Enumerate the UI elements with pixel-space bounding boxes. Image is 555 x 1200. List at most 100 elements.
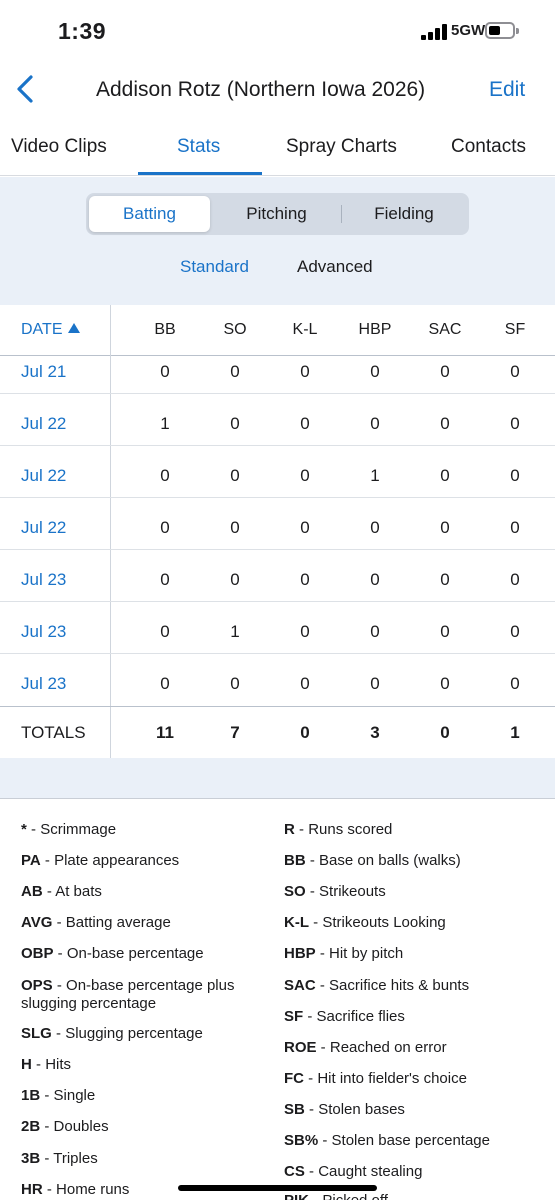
table-cell: 0 (510, 414, 520, 433)
table-cell: 0 (160, 622, 170, 641)
glossary-item: SO - Strikeouts (284, 883, 386, 900)
glossary-item: PA - Plate appearances (21, 852, 180, 869)
table-row: Jul 22 1 0 0 0 0 0 (0, 394, 555, 446)
glossary-item: R - Runs scored (284, 821, 393, 838)
tab-stats[interactable]: Stats (177, 136, 221, 157)
column-header[interactable]: HBP (358, 321, 392, 338)
table-cell: 0 (300, 622, 310, 641)
table-cell: 0 (230, 414, 240, 433)
table-cell: 0 (510, 362, 520, 381)
glossary-item: * - Scrimmage (21, 821, 117, 838)
home-indicator[interactable] (178, 1185, 377, 1191)
sort-ascending-icon (68, 323, 81, 333)
total-cell: 3 (370, 723, 380, 742)
stats-filter-panel: Batting Pitching Fielding Standard Advan… (0, 177, 555, 305)
table-cell: 0 (510, 518, 520, 537)
table-cell: 0 (370, 414, 380, 433)
glossary-item: HBP - Hit by pitch (284, 945, 404, 962)
column-header[interactable]: SAC (428, 321, 462, 338)
column-header[interactable]: SO (223, 321, 247, 338)
subtab-advanced[interactable]: Advanced (297, 257, 373, 276)
subtab-standard[interactable]: Standard (180, 257, 249, 276)
status-time: 1:39 (58, 18, 107, 44)
row-date-link[interactable]: Jul 22 (21, 414, 67, 433)
column-divider (110, 356, 111, 706)
table-cell: 0 (440, 518, 450, 537)
back-chevron-icon[interactable] (14, 74, 38, 104)
table-cell: 1 (160, 414, 170, 433)
table-cell: 0 (440, 570, 450, 589)
total-cell: 1 (510, 723, 520, 742)
totals-label: TOTALS (21, 723, 86, 742)
table-cell: 0 (230, 518, 240, 537)
table-cell: 0 (510, 622, 520, 641)
tab-spray-charts[interactable]: Spray Charts (286, 136, 397, 157)
page-title: Addison Rotz (Northern Iowa 2026) (96, 78, 426, 101)
table-cell: 0 (300, 362, 310, 381)
column-divider (110, 305, 111, 356)
row-date-link[interactable]: Jul 21 (21, 362, 67, 381)
table-row: Jul 21 0 0 0 0 0 0 (0, 342, 555, 394)
table-row: Jul 22 0 0 0 1 0 0 (0, 446, 555, 498)
table-cell: 0 (440, 674, 450, 693)
glossary-item: FC - Hit into fielder's choice (284, 1070, 467, 1087)
table-cell: 0 (300, 414, 310, 433)
glossary-item: H - Hits (21, 1056, 72, 1073)
row-date-link[interactable]: Jul 22 (21, 518, 67, 537)
glossary-item: SB - Stolen bases (284, 1101, 405, 1118)
table-row: Jul 23 0 0 0 0 0 0 (0, 550, 555, 602)
glossary-item: AVG - Batting average (21, 914, 171, 931)
cellular-signal-icon (421, 24, 447, 40)
status-bar: 1:39 5GW (0, 0, 555, 62)
column-header[interactable]: BB (154, 321, 176, 338)
glossary-item: BB - Base on balls (walks) (284, 852, 461, 869)
column-header[interactable]: K-L (292, 321, 318, 338)
table-cell: 0 (230, 466, 240, 485)
glossary-item: CS - Caught stealing (284, 1163, 423, 1180)
table-row: Jul 22 0 0 0 0 0 0 (0, 498, 555, 550)
table-cell: 0 (370, 570, 380, 589)
table-cell: 0 (370, 362, 380, 381)
glossary-item: SB% - Stolen base percentage (284, 1132, 490, 1149)
glossary-item: 2B - Doubles (21, 1118, 109, 1135)
table-cell: 0 (440, 466, 450, 485)
date-column-header[interactable]: DATE (21, 321, 81, 339)
glossary-item: OBP - On-base percentage (21, 945, 204, 962)
row-date-link[interactable]: Jul 23 (21, 674, 67, 693)
nav-header: Addison Rotz (Northern Iowa 2026) Edit (0, 62, 555, 118)
tab-bar: Video Clips Stats Spray Charts Contacts (0, 118, 555, 176)
table-cell: 0 (230, 362, 240, 381)
row-date-link[interactable]: Jul 23 (21, 622, 67, 641)
table-cell: 0 (160, 674, 170, 693)
row-date-link[interactable]: Jul 22 (21, 466, 67, 485)
segment-fielding[interactable]: Fielding (374, 204, 434, 223)
table-cell: 0 (160, 570, 170, 589)
segment-batting[interactable]: Batting (89, 196, 210, 232)
segment-pitching[interactable]: Pitching (246, 204, 307, 223)
table-row: Jul 23 0 0 0 0 0 0 (0, 654, 555, 706)
edit-button[interactable]: Edit (489, 78, 526, 101)
glossary-item: ROE - Reached on error (284, 1039, 447, 1056)
table-cell: 0 (300, 674, 310, 693)
glossary-item: 1B - Single (21, 1087, 96, 1104)
tab-contacts[interactable]: Contacts (451, 136, 526, 157)
table-cell: 0 (510, 466, 520, 485)
segment-divider (341, 205, 342, 223)
table-cell: 0 (510, 674, 520, 693)
glossary-item: SLG - Slugging percentage (21, 1025, 203, 1042)
table-cell: 0 (160, 466, 170, 485)
table-cell: 0 (440, 362, 450, 381)
row-date-link[interactable]: Jul 23 (21, 570, 67, 589)
table-cell: 0 (510, 570, 520, 589)
total-cell: 11 (156, 723, 174, 742)
total-cell: 0 (440, 723, 450, 742)
glossary-item: K-L - Strikeouts Looking (284, 914, 446, 931)
table-cell: 0 (300, 570, 310, 589)
table-cell: 0 (300, 518, 310, 537)
tab-video-clips[interactable]: Video Clips (11, 136, 107, 157)
table-row: Jul 23 0 1 0 0 0 0 (0, 602, 555, 654)
column-header[interactable]: SF (504, 321, 526, 338)
table-cell: 0 (440, 414, 450, 433)
total-cell: 7 (230, 723, 240, 742)
table-cell: 0 (440, 622, 450, 641)
